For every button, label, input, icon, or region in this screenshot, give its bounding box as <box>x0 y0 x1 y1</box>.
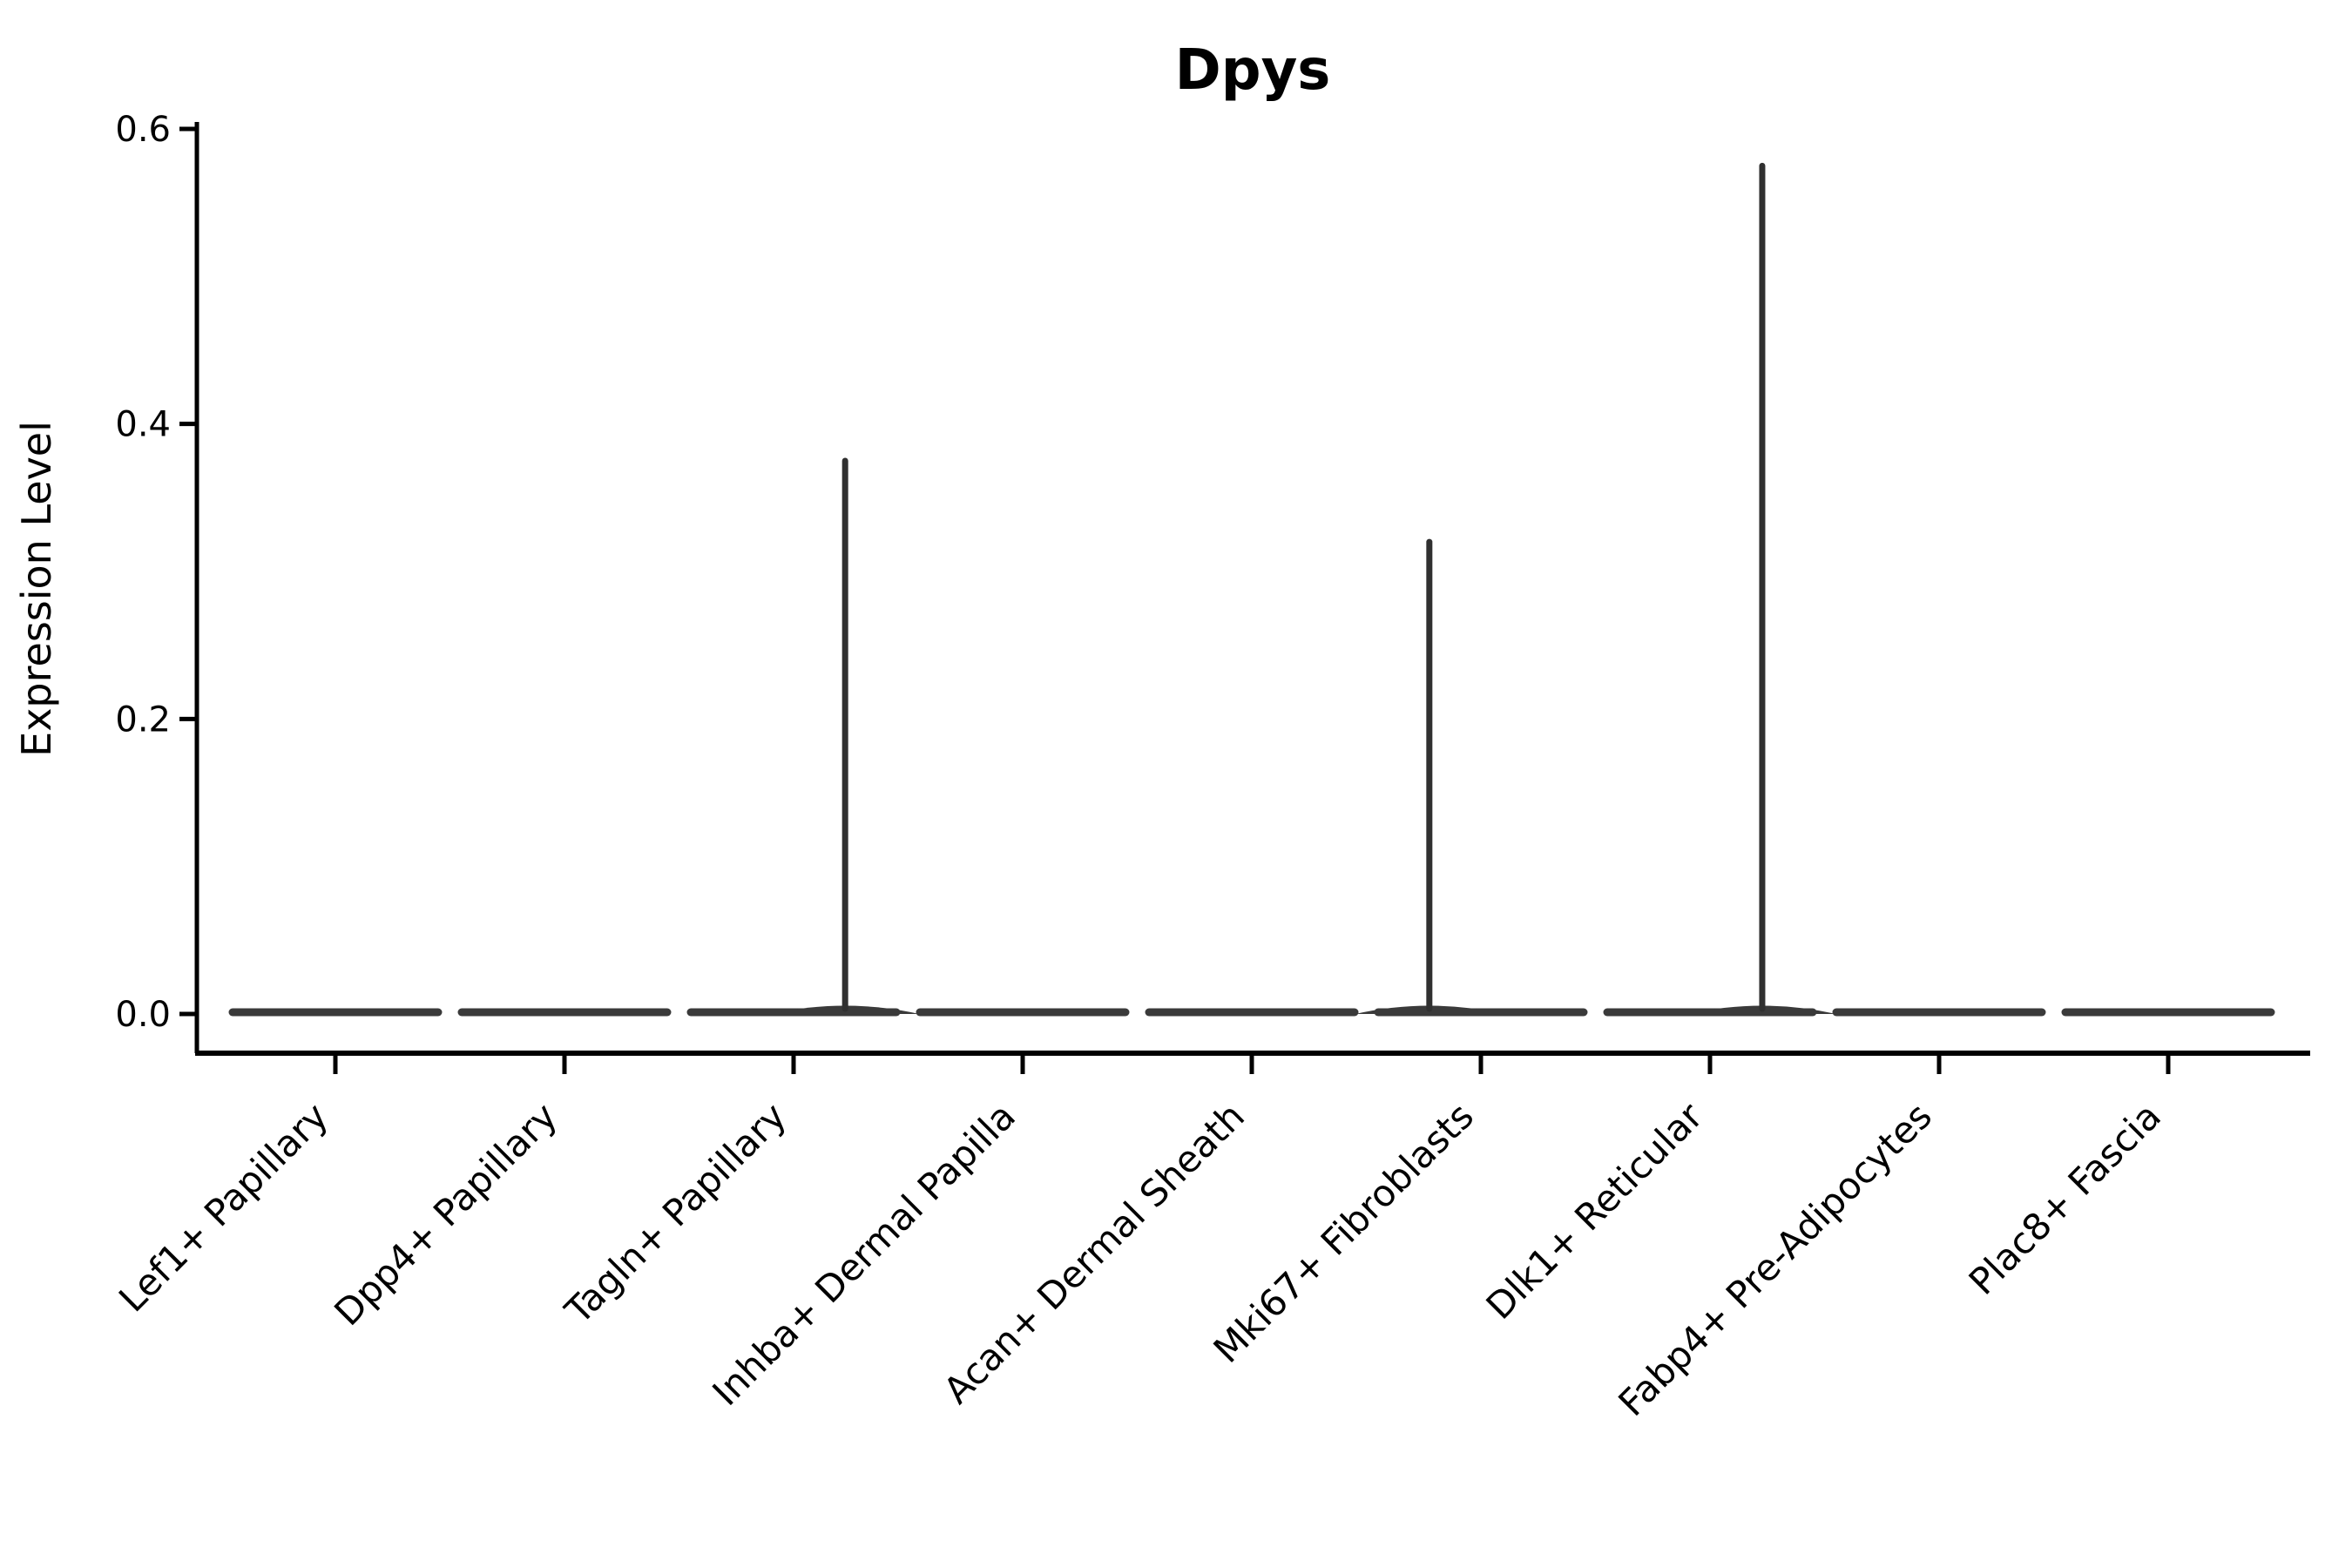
y-tick-label: 0.6 <box>115 110 171 150</box>
violin-6 <box>1355 538 1588 1017</box>
violin-7 <box>1603 162 1836 1017</box>
y-tick-label: 0.2 <box>115 700 171 740</box>
violin-3 <box>686 457 920 1017</box>
y-tick-label: 0.0 <box>115 995 171 1035</box>
chart-title: Dpys <box>1175 38 1331 103</box>
violin-layer <box>228 162 2275 1017</box>
y-axis-label: Expression Level <box>13 421 60 757</box>
y-tick-label: 0.4 <box>115 405 171 445</box>
